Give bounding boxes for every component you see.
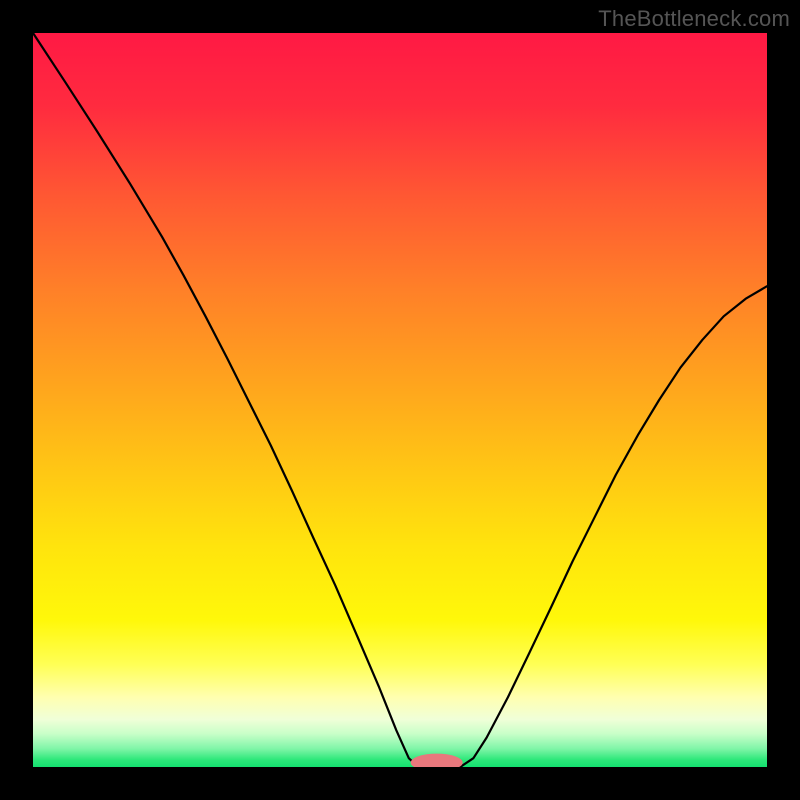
chart-container: TheBottleneck.com bbox=[0, 0, 800, 800]
watermark-text: TheBottleneck.com bbox=[598, 6, 790, 32]
bottleneck-chart bbox=[0, 0, 800, 800]
